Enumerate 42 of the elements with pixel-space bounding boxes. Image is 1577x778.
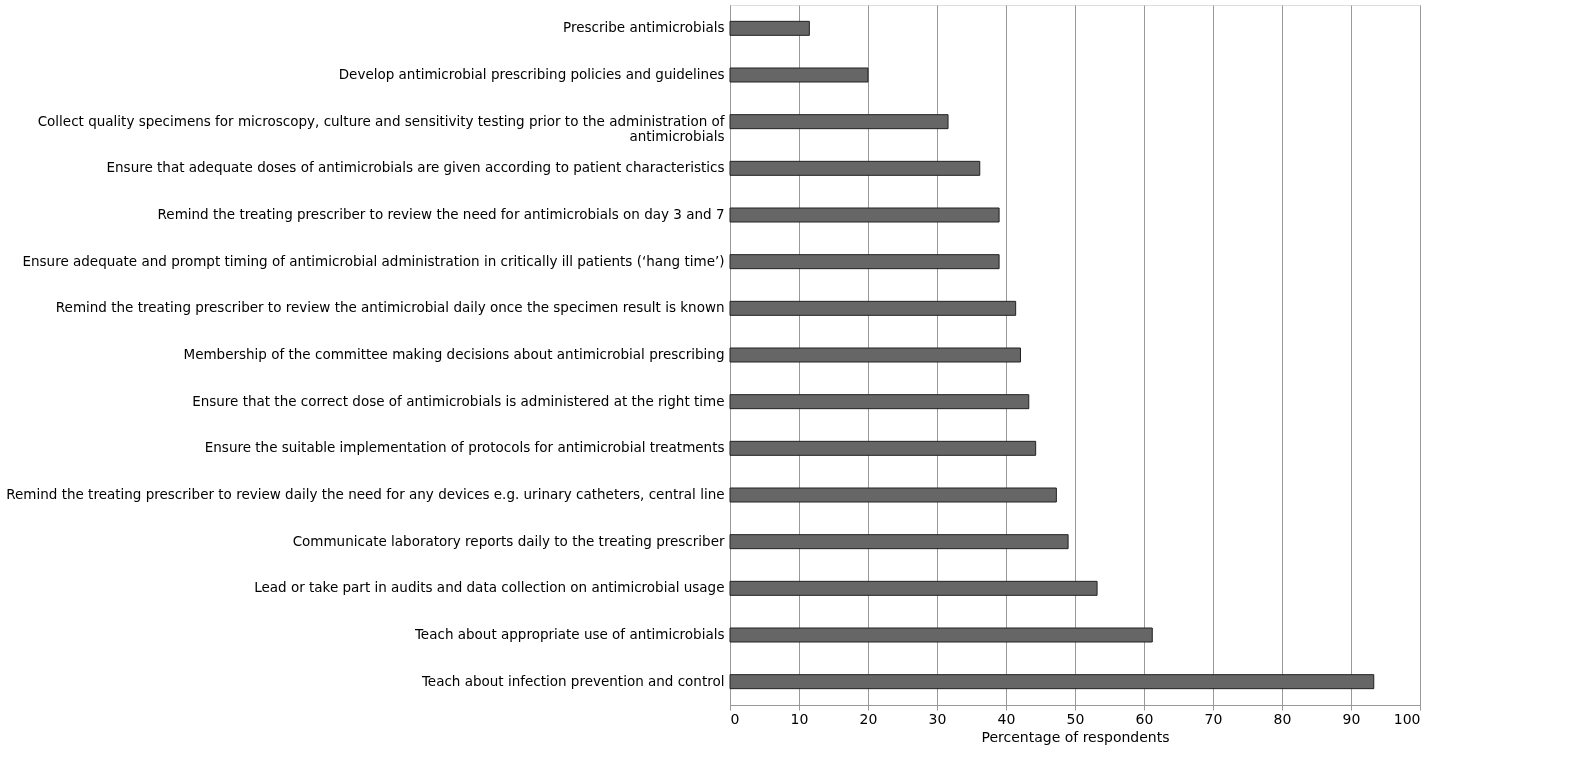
y-tick-label: Remind the treating prescriber to review daily the need for any devices e.g. urinary catheters, central line: [6, 486, 725, 502]
y-tick-label: Remind the treating prescriber to review the antimicrobial daily once the specimen result is known: [55, 299, 725, 316]
y-tick-label: Ensure that the correct dose of antimicrobials is administered at the right time: [192, 392, 725, 409]
bar: [729, 160, 981, 176]
y-tick-label: Ensure that adequate doses of antimicrobials are given according to patient characteristics: [106, 159, 725, 176]
bar: [729, 207, 1000, 223]
x-tick-label: 0: [730, 710, 740, 727]
y-tick-label: Collect quality specimens for microscopy, culture and sensitivity testing prior to the administration of antimicrobials: [37, 112, 726, 145]
x-tick-label: 90: [1342, 710, 1361, 727]
bar: [729, 627, 1153, 643]
y-tick-label: Remind the treating prescriber to review the need for antimicrobials on day 3 and 7: [157, 206, 725, 222]
x-axis-title: Percentage of respondents: [981, 728, 1170, 745]
x-tick-label: 50: [1066, 710, 1085, 727]
y-tick-label: Membership of the committee making decisions about antimicrobial prescribing: [183, 346, 725, 362]
bar: [729, 534, 1069, 550]
x-tick-label: 70: [1204, 710, 1223, 727]
y-tick-label: Teach about infection prevention and control: [420, 672, 725, 689]
bar: [729, 487, 1057, 503]
y-tick-label: Teach about appropriate use of antimicrobials: [413, 626, 725, 642]
x-tick-label: 30: [928, 710, 947, 727]
x-tick-label: 20: [859, 710, 878, 727]
x-tick-label: 60: [1135, 710, 1154, 727]
y-tick-label: Ensure the suitable implementation of protocols for antimicrobial treatments: [204, 439, 725, 456]
bar: [729, 440, 1037, 456]
x-tick-label: 10: [790, 710, 809, 727]
bar: [729, 580, 1098, 596]
y-tick-label: Lead or take part in audits and data collection on antimicrobial usage: [254, 579, 725, 596]
y-tick-label: Ensure adequate and prompt timing of antimicrobial administration in critically ill patients (‘hang time’): [22, 252, 725, 269]
bar: [729, 254, 1000, 270]
bar: [729, 300, 1017, 316]
y-tick-label: Develop antimicrobial prescribing policies and guidelines: [338, 66, 725, 82]
x-tick-label: 80: [1273, 710, 1292, 727]
x-tick-label: 40: [997, 710, 1016, 727]
bar: [729, 674, 1375, 690]
bar: [729, 394, 1030, 410]
bar: [729, 20, 810, 36]
bar: [729, 67, 869, 83]
y-tick-label: Prescribe antimicrobials: [563, 19, 725, 36]
x-tick-label: 100: [1393, 710, 1421, 727]
bar: [729, 114, 949, 130]
y-tick-label: Communicate laboratory reports daily to the treating prescriber: [292, 532, 725, 549]
bar: [729, 347, 1021, 363]
